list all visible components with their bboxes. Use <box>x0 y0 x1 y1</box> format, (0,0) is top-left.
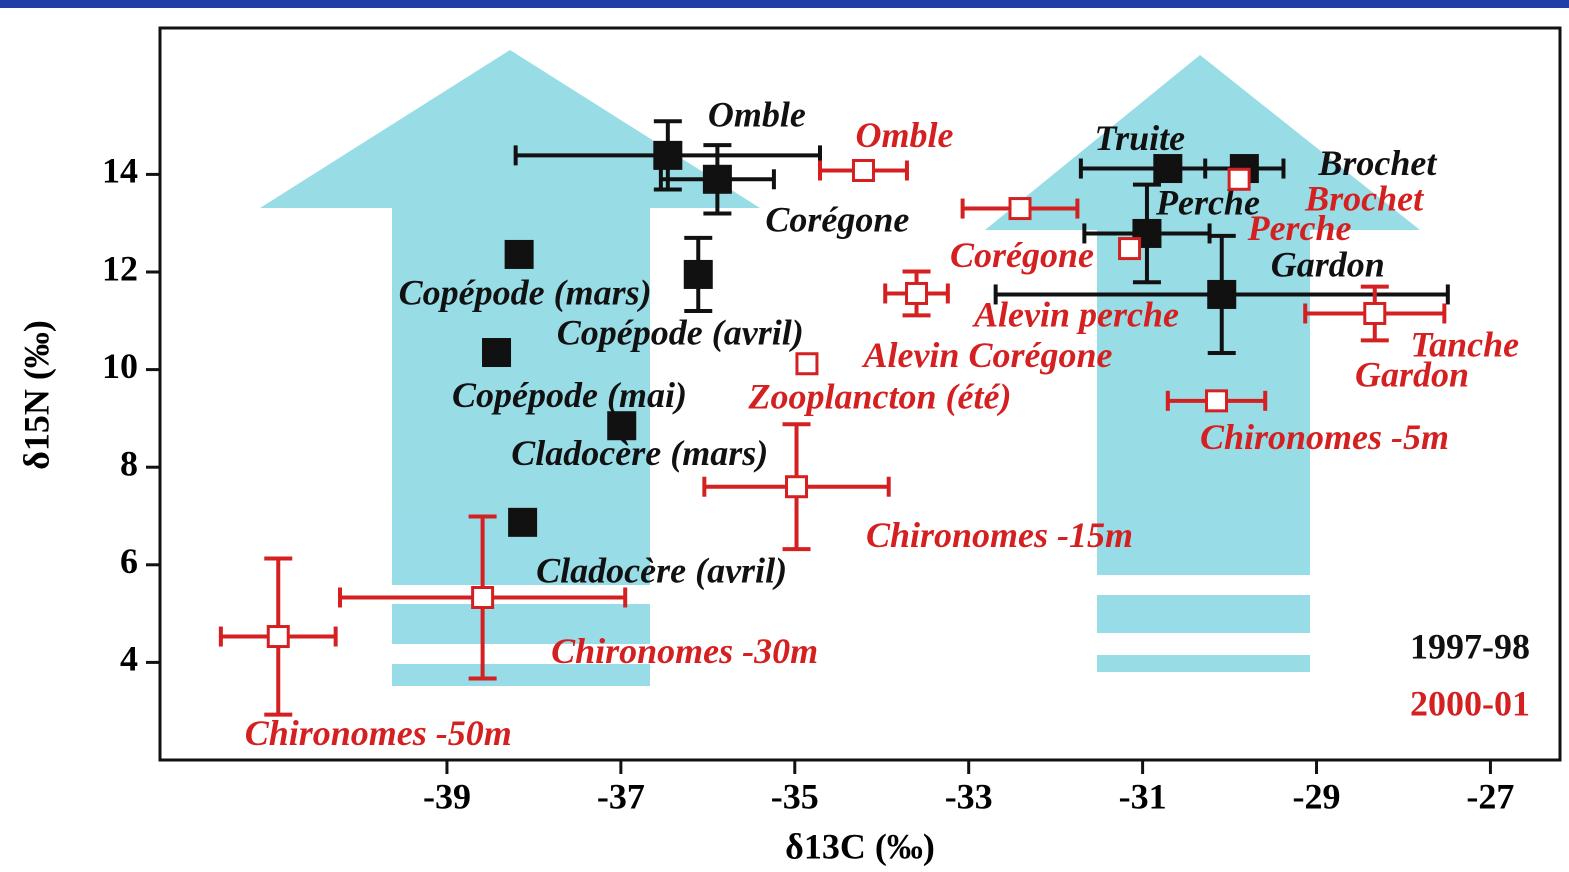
point-label: Omble <box>708 95 806 135</box>
point <box>785 475 809 499</box>
point <box>1008 197 1032 221</box>
point <box>607 411 637 441</box>
x-tick-label: -29 <box>1293 776 1341 816</box>
point <box>508 507 538 537</box>
point <box>1363 301 1387 325</box>
plot-frame <box>158 26 1562 762</box>
point-label: Brochet <box>1317 143 1437 183</box>
annotation: Gardon <box>1355 354 1469 394</box>
y-tick-label: 10 <box>102 346 138 386</box>
point <box>1205 389 1229 413</box>
point <box>795 352 819 376</box>
point-label: Truite <box>1094 118 1185 158</box>
point-label: Alevin perche <box>972 295 1179 335</box>
point-label: Tanche <box>1410 325 1519 365</box>
y-tick-label: 4 <box>120 639 138 679</box>
point <box>1132 218 1162 248</box>
point <box>471 585 495 609</box>
point-label: Corégone <box>765 200 909 240</box>
point-label: Chironomes -50m <box>245 713 512 753</box>
x-tick-label: -33 <box>945 776 993 816</box>
y-axis-label: δ15N (‰) <box>16 320 56 470</box>
point-label: Cladocère (mars) <box>511 433 768 473</box>
point <box>266 625 290 649</box>
point <box>1227 167 1251 191</box>
background-arrows <box>260 50 1420 686</box>
legend-entry: 1997-98 <box>1410 626 1530 666</box>
point-label: Gardon <box>1271 245 1385 285</box>
x-axis-label: δ13C (‰) <box>785 826 935 866</box>
x-tick-label: -27 <box>1466 776 1514 816</box>
y-tick-label: 14 <box>102 151 138 191</box>
point-label: Chironomes -30m <box>551 631 818 671</box>
point-label: Copépode (avril) <box>557 313 804 353</box>
point <box>653 140 683 170</box>
x-tick-label: -37 <box>597 776 645 816</box>
legend-entry: 2000-01 <box>1410 683 1530 723</box>
point-label: Alevin Corégone <box>861 335 1112 375</box>
point-label: Chironomes -5m <box>1200 417 1449 457</box>
point <box>905 281 929 305</box>
annotation: Zooplancton (été) <box>748 376 1012 416</box>
x-tick-label: -31 <box>1119 776 1167 816</box>
point-label: Cladocère (avril) <box>536 551 787 591</box>
point-label: Copépode (mars) <box>399 273 652 313</box>
top-bar <box>0 0 1569 8</box>
point-label: Corégone <box>950 235 1094 275</box>
point <box>1153 154 1183 184</box>
y-tick-label: 8 <box>120 443 138 483</box>
point <box>1207 279 1237 309</box>
point-label: Chironomes -15m <box>866 515 1133 555</box>
point <box>1118 237 1142 261</box>
point <box>851 158 875 182</box>
point <box>702 164 732 194</box>
y-tick-label: 12 <box>102 248 138 288</box>
point-label: Perche <box>1247 208 1352 248</box>
point-label: Omble <box>855 115 953 155</box>
y-tick-label: 6 <box>120 541 138 581</box>
point-label: Brochet <box>1304 179 1424 219</box>
point <box>504 239 534 269</box>
point-label: Copépode (mai) <box>452 375 687 415</box>
point <box>683 259 713 289</box>
x-tick-label: -39 <box>423 776 471 816</box>
point <box>482 338 512 368</box>
x-tick-label: -35 <box>771 776 819 816</box>
